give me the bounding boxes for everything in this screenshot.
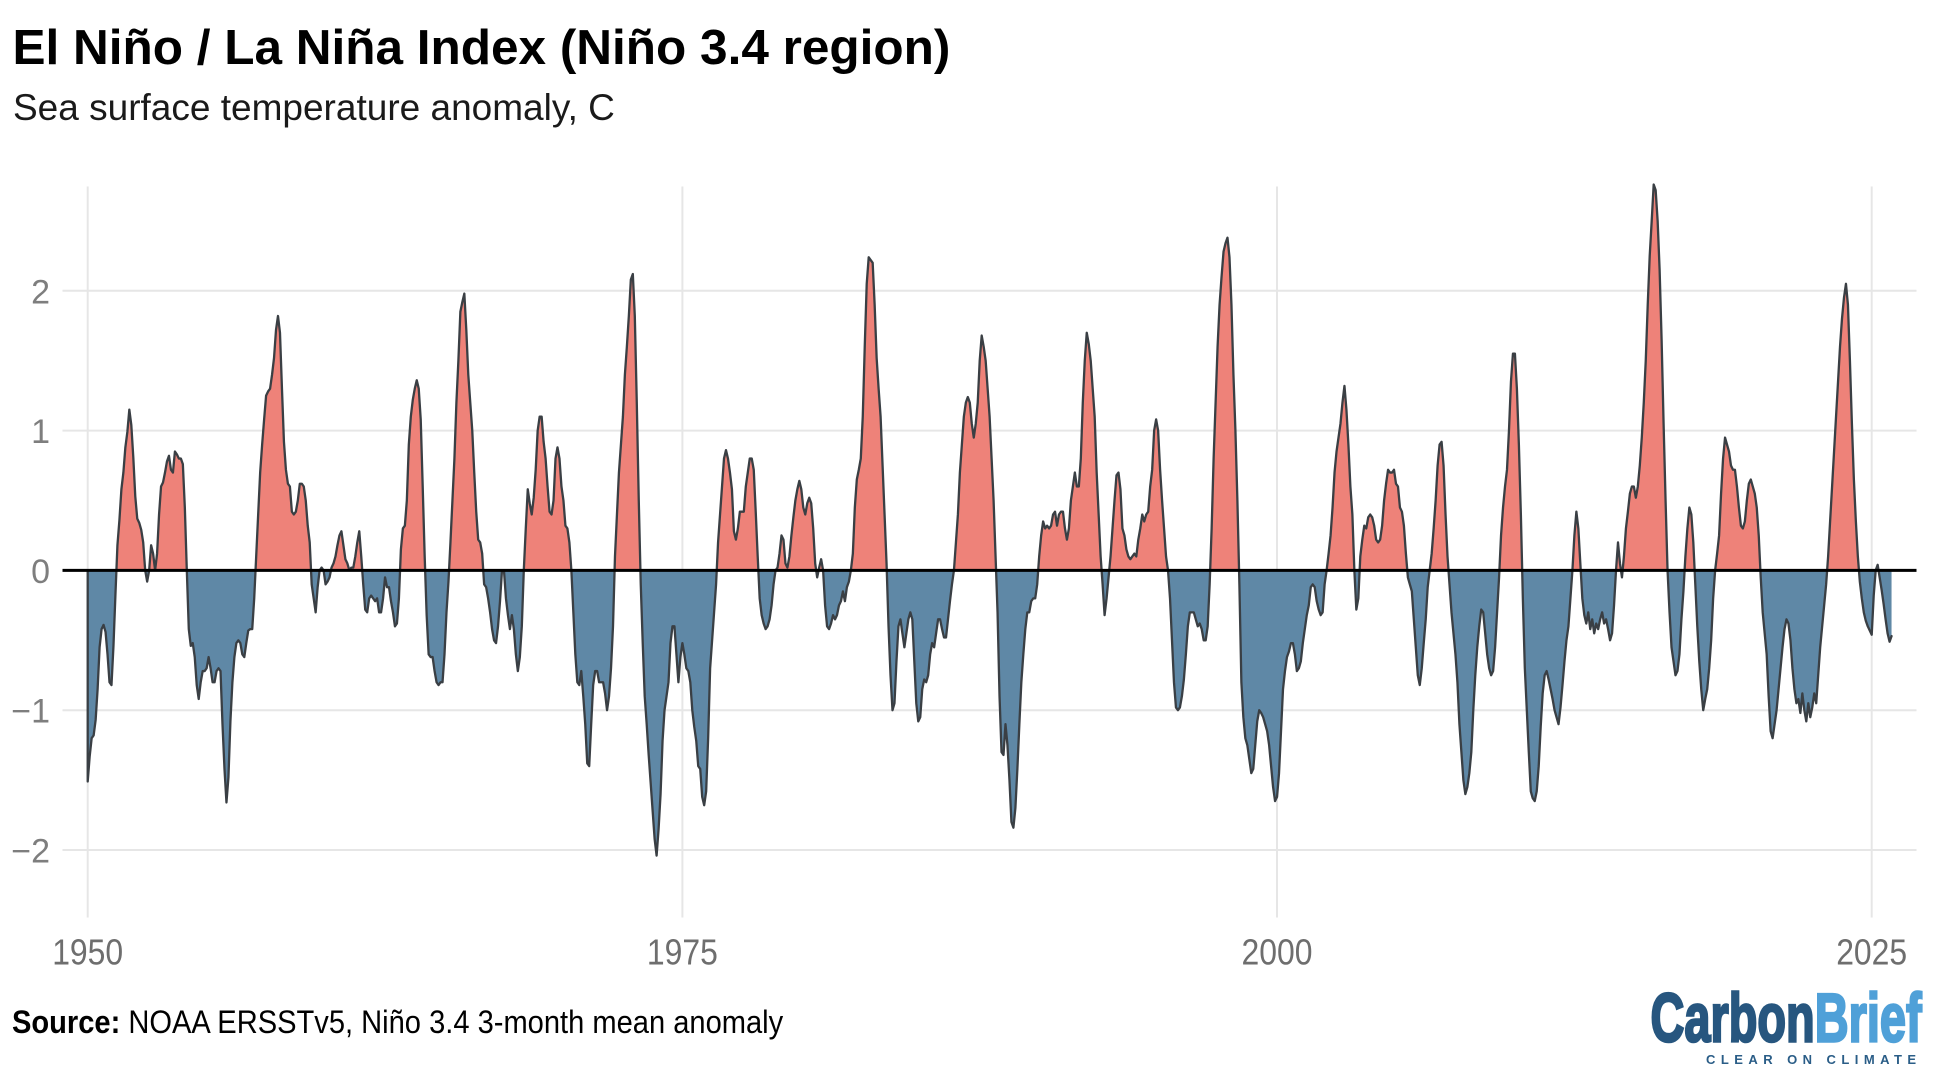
svg-text:1975: 1975 [647, 932, 718, 973]
svg-text:CarbonBrief: CarbonBrief [1651, 980, 1922, 1057]
svg-text:1: 1 [31, 413, 50, 451]
svg-text:2025: 2025 [1836, 932, 1907, 973]
svg-text:−2: −2 [11, 833, 50, 871]
svg-text:−1: −1 [11, 693, 50, 731]
svg-text:2000: 2000 [1242, 932, 1313, 973]
svg-text:1950: 1950 [52, 932, 123, 973]
svg-text:0: 0 [31, 553, 50, 591]
svg-text:2: 2 [31, 273, 50, 311]
